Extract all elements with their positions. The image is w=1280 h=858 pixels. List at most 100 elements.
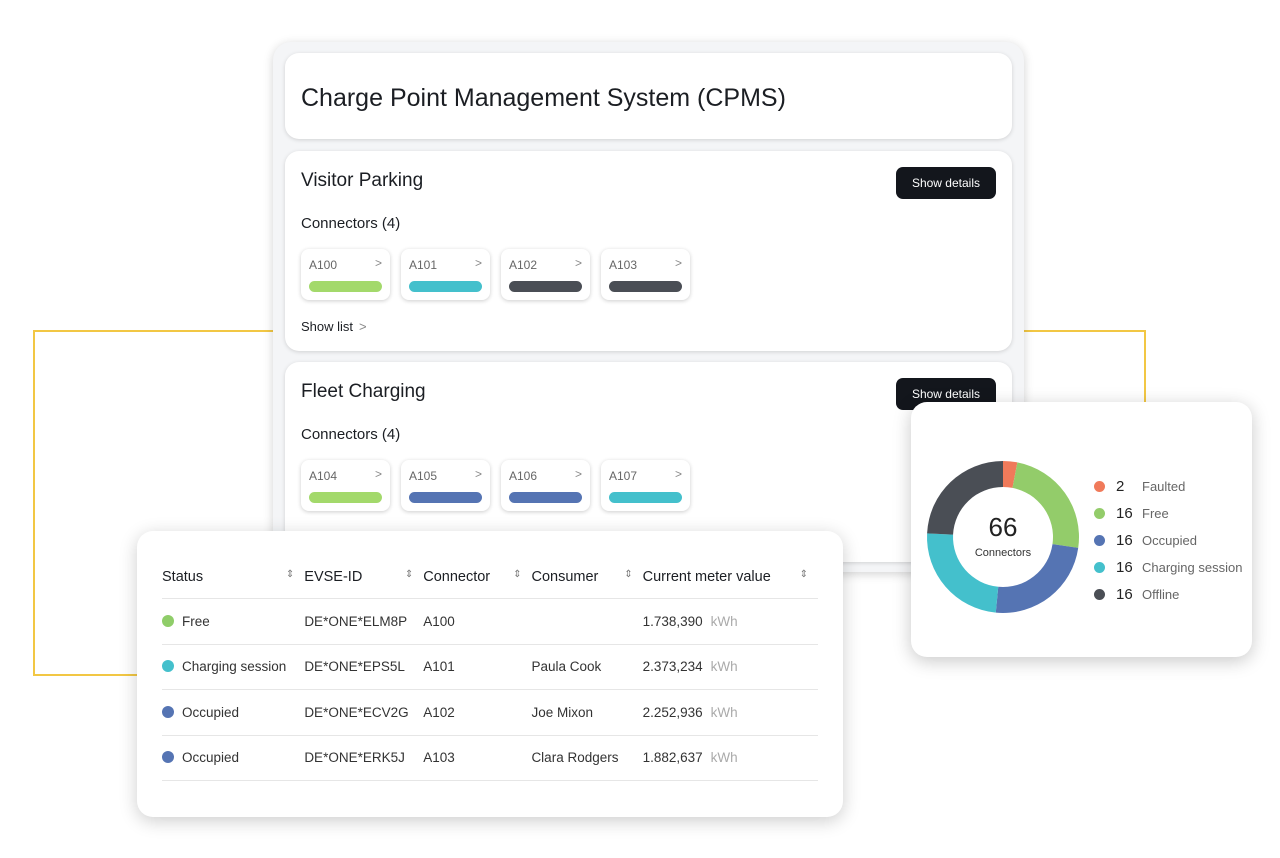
legend-label: Occupied	[1142, 533, 1197, 548]
connector-status-bar	[309, 492, 382, 503]
donut-slice-free	[1012, 462, 1079, 548]
total-connectors: 66	[988, 512, 1018, 542]
legend-item: 2 Faulted	[1094, 473, 1242, 500]
meter-unit: kWh	[710, 613, 738, 629]
connector-id: A106	[509, 469, 538, 483]
column-header[interactable]: Current meter value ⇕	[643, 569, 818, 585]
legend-dot	[1094, 481, 1105, 492]
show-list-link[interactable]: Show list >	[301, 319, 367, 334]
connectors-label: Connectors (4)	[301, 426, 401, 443]
connector-chip[interactable]: A107 >	[601, 460, 690, 511]
status: Occupied	[182, 750, 240, 766]
legend-dot	[1094, 562, 1105, 573]
connector-chip[interactable]: A106 >	[501, 460, 590, 511]
legend-item: 16 Occupied	[1094, 527, 1242, 554]
table-row[interactable]: Free DE*ONE*ELM8P A100 1.738,390 kWh	[162, 599, 818, 645]
meter-unit: kWh	[710, 704, 738, 720]
status-dot	[162, 751, 174, 764]
chevron-right-icon: >	[674, 467, 682, 481]
column-header[interactable]: Consumer ⇕	[531, 569, 642, 585]
connector-status-bar	[609, 492, 682, 503]
meter-value: 1.882,637	[642, 750, 703, 766]
chevron-right-icon: >	[359, 319, 367, 334]
chevron-right-icon: >	[574, 467, 582, 481]
table-row[interactable]: Occupied DE*ONE*ECV2G A102 Joe Mixon 2.2…	[162, 690, 818, 736]
table-row[interactable]: Charging session DE*ONE*EPS5L A101 Paula…	[162, 645, 818, 690]
legend-count: 16	[1116, 505, 1133, 522]
site-name: Fleet Charging	[301, 381, 426, 402]
connector-id: A103	[609, 258, 638, 272]
connector-id: A104	[309, 469, 338, 483]
connectors-label: Connectors (4)	[301, 215, 401, 232]
connector-id: A105	[409, 469, 438, 483]
chevron-right-icon: >	[474, 467, 482, 481]
column-header[interactable]: EVSE-ID ⇕	[304, 569, 423, 585]
column-header[interactable]: Status ⇕	[162, 569, 304, 585]
connector-id: A100	[309, 258, 338, 272]
evse-id: DE*ONE*ELM8P	[304, 613, 408, 629]
meter-unit: kWh	[710, 750, 738, 766]
legend-label: Offline	[1142, 587, 1180, 602]
sort-icon[interactable]: ⇕	[285, 568, 295, 580]
chart-legend: 2 Faulted 16 Free 16 Occupied 16 Charging sessi…	[1094, 473, 1242, 608]
evse-id: DE*ONE*ECV2G	[304, 704, 409, 720]
sort-icon[interactable]: ⇕	[513, 568, 522, 580]
show-details-button[interactable]: Show details	[895, 167, 996, 199]
connector-chip[interactable]: A100 >	[301, 249, 390, 300]
connector-id: A101	[409, 258, 438, 272]
evse-id: DE*ONE*EPS5L	[304, 659, 405, 675]
column-header-label: EVSE-ID	[304, 568, 363, 585]
connector-table: Status ⇕ EVSE-ID ⇕ Connector ⇕ Consumer ⇕ Curren…	[137, 531, 843, 817]
connector-chip[interactable]: A102 >	[501, 249, 590, 300]
legend-count: 2	[1116, 478, 1125, 495]
chevron-right-icon: >	[574, 256, 582, 270]
table-row[interactable]: Occupied DE*ONE*ERK5J A103 Clara Rodgers…	[162, 736, 818, 781]
connector-status-bar	[609, 281, 682, 292]
legend-item: 16 Offline	[1094, 581, 1242, 608]
connector-chip[interactable]: A101 >	[401, 249, 490, 300]
connector: A101	[423, 659, 455, 675]
connector: A102	[423, 704, 455, 720]
column-header[interactable]: Connector ⇕	[423, 569, 531, 585]
total-label: Connectors	[974, 547, 1032, 559]
legend-dot	[1094, 508, 1105, 519]
connector-chip[interactable]: A105 >	[401, 460, 490, 511]
connector-id: A102	[509, 258, 538, 272]
chevron-right-icon: >	[474, 256, 482, 270]
connector-status-bar	[509, 492, 582, 503]
status: Charging session	[182, 659, 287, 675]
donut-slice-charging-session	[927, 533, 999, 613]
site-name: Visitor Parking	[301, 170, 424, 191]
column-header-label: Connector	[423, 568, 491, 585]
cpms-panel: Charge Point Management System (CPMS) Vi…	[273, 42, 1024, 572]
connector: A103	[423, 750, 455, 766]
legend-item: 16 Free	[1094, 500, 1242, 527]
site-card: Fleet Charging Show details Connectors (…	[285, 362, 1012, 562]
donut-slice-occupied	[995, 544, 1079, 613]
meter-value: 2.252,936	[642, 704, 703, 720]
status: Free	[182, 613, 210, 629]
sort-icon[interactable]: ⇕	[799, 568, 808, 580]
status: Occupied	[182, 704, 240, 720]
column-header-label: Current meter value	[642, 568, 771, 585]
connector-chip[interactable]: A104 >	[301, 460, 390, 511]
sort-icon[interactable]: ⇕	[404, 568, 414, 580]
connector-chip[interactable]: A103 >	[601, 249, 690, 300]
sort-icon[interactable]: ⇕	[624, 568, 633, 580]
legend-count: 16	[1116, 586, 1133, 603]
show-list-label: Show list	[301, 319, 354, 334]
meter-value: 1.738,390	[642, 613, 703, 629]
site-card: Visitor Parking Show details Connectors …	[285, 151, 1012, 351]
legend-item: 16 Charging session	[1094, 554, 1242, 581]
connector-id: A107	[609, 469, 638, 483]
connector-status-bar	[409, 281, 482, 292]
donut-chart	[927, 461, 1079, 613]
connector-status-bar	[409, 492, 482, 503]
donut-slice-faulted	[1003, 461, 1018, 488]
chevron-right-icon: >	[374, 256, 382, 270]
meter-unit: kWh	[710, 659, 738, 675]
donut-slice-offline	[927, 461, 1003, 535]
consumer: Paula Cook	[531, 659, 602, 675]
page-title: Charge Point Management System (CPMS)	[285, 53, 1012, 139]
column-header-label: Status	[162, 568, 204, 585]
